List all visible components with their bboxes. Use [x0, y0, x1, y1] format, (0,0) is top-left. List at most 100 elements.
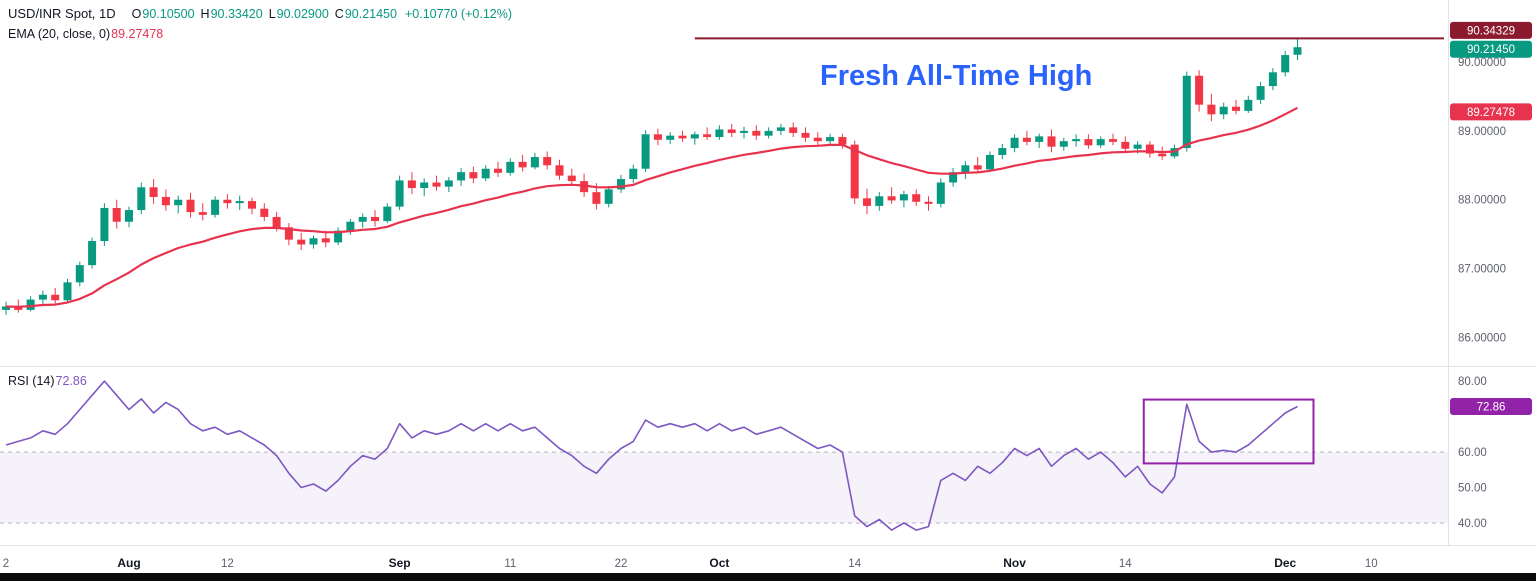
candle[interactable] — [826, 133, 835, 145]
candle[interactable] — [284, 223, 293, 246]
candle[interactable] — [432, 175, 441, 191]
candle[interactable] — [949, 168, 958, 187]
candle[interactable] — [838, 133, 847, 149]
candle[interactable] — [248, 197, 256, 215]
candle[interactable] — [1035, 133, 1044, 149]
candle[interactable] — [1256, 81, 1265, 104]
candle[interactable] — [444, 176, 453, 193]
candle[interactable] — [125, 206, 133, 228]
symbol-title[interactable]: USD/INR Spot, 1D — [8, 6, 116, 21]
candle[interactable] — [321, 230, 330, 248]
candle[interactable] — [2, 301, 10, 315]
price-axis-label[interactable]: 87.00000 — [1458, 264, 1506, 276]
rsi-axis-label[interactable]: 40.00 — [1458, 518, 1487, 530]
candle[interactable] — [1207, 93, 1216, 122]
candle[interactable] — [1195, 70, 1204, 112]
candle[interactable] — [604, 185, 613, 208]
candle[interactable] — [740, 126, 748, 139]
candle[interactable] — [764, 127, 773, 139]
candle[interactable] — [543, 151, 552, 170]
candle[interactable] — [653, 128, 662, 146]
candle[interactable] — [924, 196, 933, 211]
candle[interactable] — [174, 195, 183, 214]
candle[interactable] — [100, 203, 109, 246]
time-axis-label[interactable]: 14 — [1119, 558, 1132, 570]
candle[interactable] — [38, 290, 47, 306]
candle[interactable] — [973, 157, 982, 173]
candle[interactable] — [1281, 50, 1290, 77]
candles-series[interactable] — [2, 38, 1302, 315]
candle[interactable] — [1182, 71, 1191, 152]
candle[interactable] — [346, 219, 355, 235]
time-axis-label[interactable]: 10 — [1365, 558, 1378, 570]
candle[interactable] — [1145, 141, 1154, 158]
candle[interactable] — [629, 164, 638, 184]
candle[interactable] — [986, 151, 994, 172]
candle[interactable] — [678, 130, 687, 142]
ema-line[interactable] — [5, 106, 1299, 308]
candle[interactable] — [1047, 129, 1056, 153]
candle[interactable] — [26, 296, 35, 312]
candle[interactable] — [149, 179, 158, 204]
candle[interactable] — [518, 154, 527, 172]
candle[interactable] — [395, 175, 404, 211]
candle[interactable] — [297, 232, 306, 250]
candle[interactable] — [260, 203, 269, 222]
candle[interactable] — [1121, 136, 1130, 153]
rsi-highlight-box[interactable] — [1142, 398, 1315, 465]
time-axis-label[interactable]: 11 — [504, 558, 516, 570]
candle[interactable] — [887, 187, 896, 204]
candle[interactable] — [51, 287, 60, 304]
candle[interactable] — [506, 158, 515, 176]
candle[interactable] — [530, 152, 539, 170]
candle[interactable] — [309, 235, 318, 249]
ema-legend[interactable]: EMA (20, close, 0)89.27478 — [8, 27, 163, 41]
rsi-axis-label[interactable]: 60.00 — [1458, 447, 1487, 459]
candle[interactable] — [469, 166, 478, 184]
candle[interactable] — [481, 165, 490, 182]
candle[interactable] — [715, 125, 724, 140]
rsi-axis-label[interactable]: 80.00 — [1458, 376, 1487, 388]
candle[interactable] — [1022, 130, 1031, 146]
candle[interactable] — [776, 123, 785, 135]
candle[interactable] — [727, 123, 736, 138]
time-axis-label[interactable]: Nov — [1003, 556, 1026, 570]
candle[interactable] — [567, 168, 576, 186]
candle[interactable] — [75, 261, 84, 287]
candle[interactable] — [875, 192, 884, 211]
candle[interactable] — [1084, 134, 1093, 149]
candle[interactable] — [334, 227, 343, 246]
candle[interactable] — [690, 131, 699, 145]
candle[interactable] — [186, 192, 195, 218]
time-axis-label[interactable]: 12 — [221, 558, 234, 570]
candle[interactable] — [1158, 146, 1167, 160]
candle[interactable] — [1232, 99, 1240, 115]
candle[interactable] — [457, 168, 466, 186]
candle[interactable] — [88, 237, 97, 269]
candle[interactable] — [407, 172, 416, 195]
candle[interactable] — [752, 125, 761, 140]
candle[interactable] — [371, 210, 379, 227]
candle[interactable] — [863, 188, 871, 215]
candle[interactable] — [383, 203, 392, 224]
price-axis-label[interactable]: 90.00000 — [1458, 57, 1506, 69]
time-axis-label[interactable]: Dec — [1274, 556, 1296, 570]
candle[interactable] — [641, 130, 650, 173]
price-axis-label[interactable]: 88.00000 — [1458, 195, 1506, 207]
candle[interactable] — [789, 122, 798, 138]
time-axis-label[interactable]: Oct — [709, 556, 729, 570]
candle[interactable] — [936, 178, 945, 208]
candle[interactable] — [1293, 38, 1302, 60]
candle[interactable] — [358, 213, 367, 228]
price-axis-label[interactable]: 89.00000 — [1458, 126, 1506, 138]
candle[interactable] — [912, 189, 921, 206]
candle[interactable] — [420, 178, 429, 197]
candle[interactable] — [211, 196, 220, 218]
candle[interactable] — [1244, 95, 1253, 113]
price-axis-label[interactable]: 86.00000 — [1458, 332, 1506, 344]
candle[interactable] — [1059, 137, 1068, 151]
rsi-legend[interactable]: RSI (14)72.86 — [8, 374, 87, 388]
candle[interactable] — [1096, 136, 1105, 149]
candle[interactable] — [198, 203, 207, 221]
time-axis-label[interactable]: 14 — [848, 558, 861, 570]
